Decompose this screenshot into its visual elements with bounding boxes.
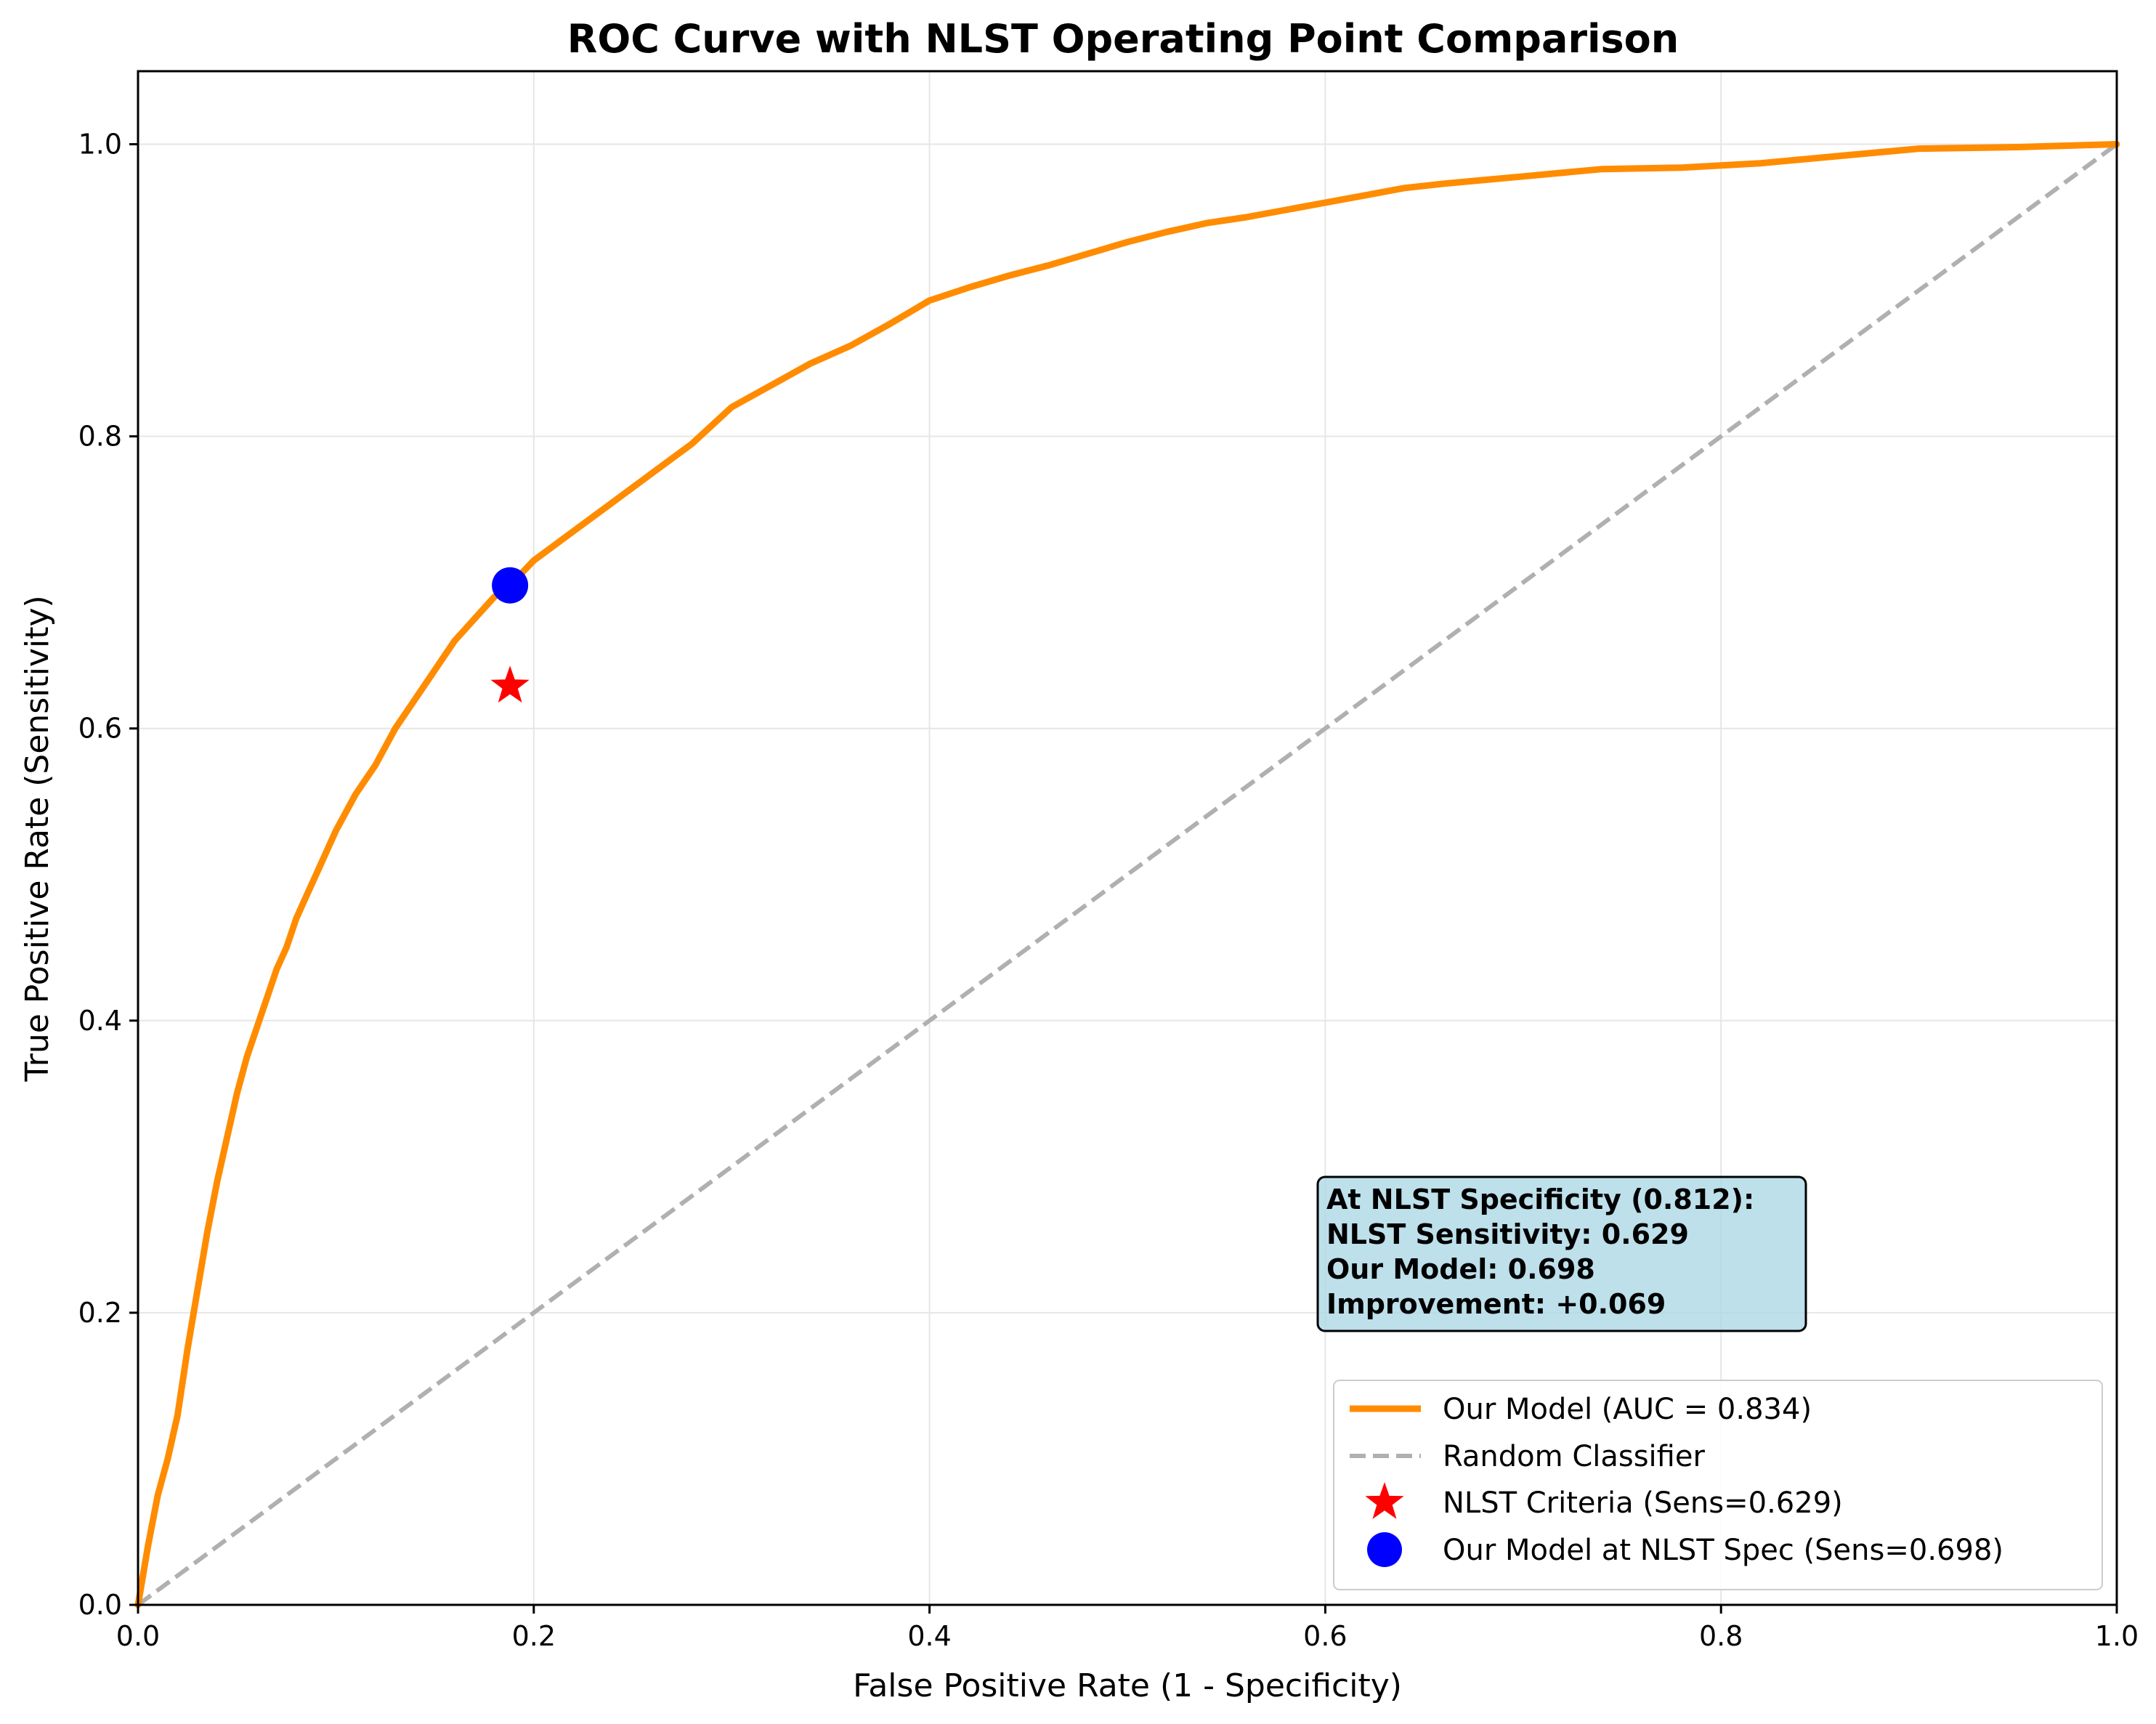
x-tick-label: 0.6	[1303, 1620, 1347, 1652]
x-tick-label: 1.0	[2095, 1620, 2139, 1652]
y-tick-label: 1.0	[78, 129, 122, 161]
y-tick-label: 0.8	[78, 421, 122, 453]
model-roc-curve	[134, 141, 2120, 1608]
legend-star-marker	[1365, 1482, 1404, 1519]
legend-label: Random Classifier	[1443, 1440, 1705, 1473]
annotation-box: At NLST Specificity (0.812): NLST Sensit…	[1316, 1175, 1807, 1332]
axis-ticks: 0.0 0.2 0.4 0.6 0.8 1.0 0.0 0.2 0.4 0.6 0.8 1.0	[78, 129, 2139, 1652]
model-operating-point	[492, 567, 529, 604]
legend-frame	[1333, 1380, 2103, 1590]
y-axis-label: True Positive Rate (Sensitivity)	[19, 595, 56, 1082]
y-tick-label: 0.6	[78, 713, 122, 745]
plot-data	[134, 141, 2120, 1608]
chart-title: ROC Curve with NLST Operating Point Comp…	[567, 16, 1679, 62]
annotation-line: NLST Sensitivity: 0.629	[1326, 1218, 1689, 1250]
legend: Our Model (AUC = 0.834) Random Classifie…	[1333, 1380, 2103, 1590]
x-tick-label: 0.4	[907, 1620, 951, 1652]
x-tick-label: 0.0	[116, 1620, 160, 1652]
legend-label: Our Model (AUC = 0.834)	[1443, 1393, 1812, 1426]
annotation-background	[1316, 1175, 1807, 1332]
x-tick-label: 0.2	[512, 1620, 556, 1652]
x-tick-label: 0.8	[1699, 1620, 1743, 1652]
annotation-line: Our Model: 0.698	[1326, 1253, 1595, 1285]
y-tick-label: 0.4	[78, 1005, 122, 1037]
random-classifier-line	[137, 142, 2118, 1607]
y-tick-label: 0.2	[78, 1297, 122, 1329]
grid-lines	[137, 71, 2118, 1606]
legend-label: NLST Criteria (Sens=0.629)	[1443, 1486, 1843, 1520]
legend-circle-marker	[1367, 1532, 1402, 1567]
y-tick-label: 0.0	[78, 1589, 122, 1621]
nlst-criteria-star	[490, 665, 530, 703]
x-axis-label: False Positive Rate (1 - Specificity)	[853, 1667, 1402, 1704]
plot-frame	[137, 70, 2118, 1606]
annotation-line: At NLST Specificity (0.812):	[1326, 1183, 1754, 1215]
legend-label: Our Model at NLST Spec (Sens=0.698)	[1443, 1534, 2003, 1567]
annotation-line: Improvement: +0.069	[1326, 1288, 1666, 1320]
